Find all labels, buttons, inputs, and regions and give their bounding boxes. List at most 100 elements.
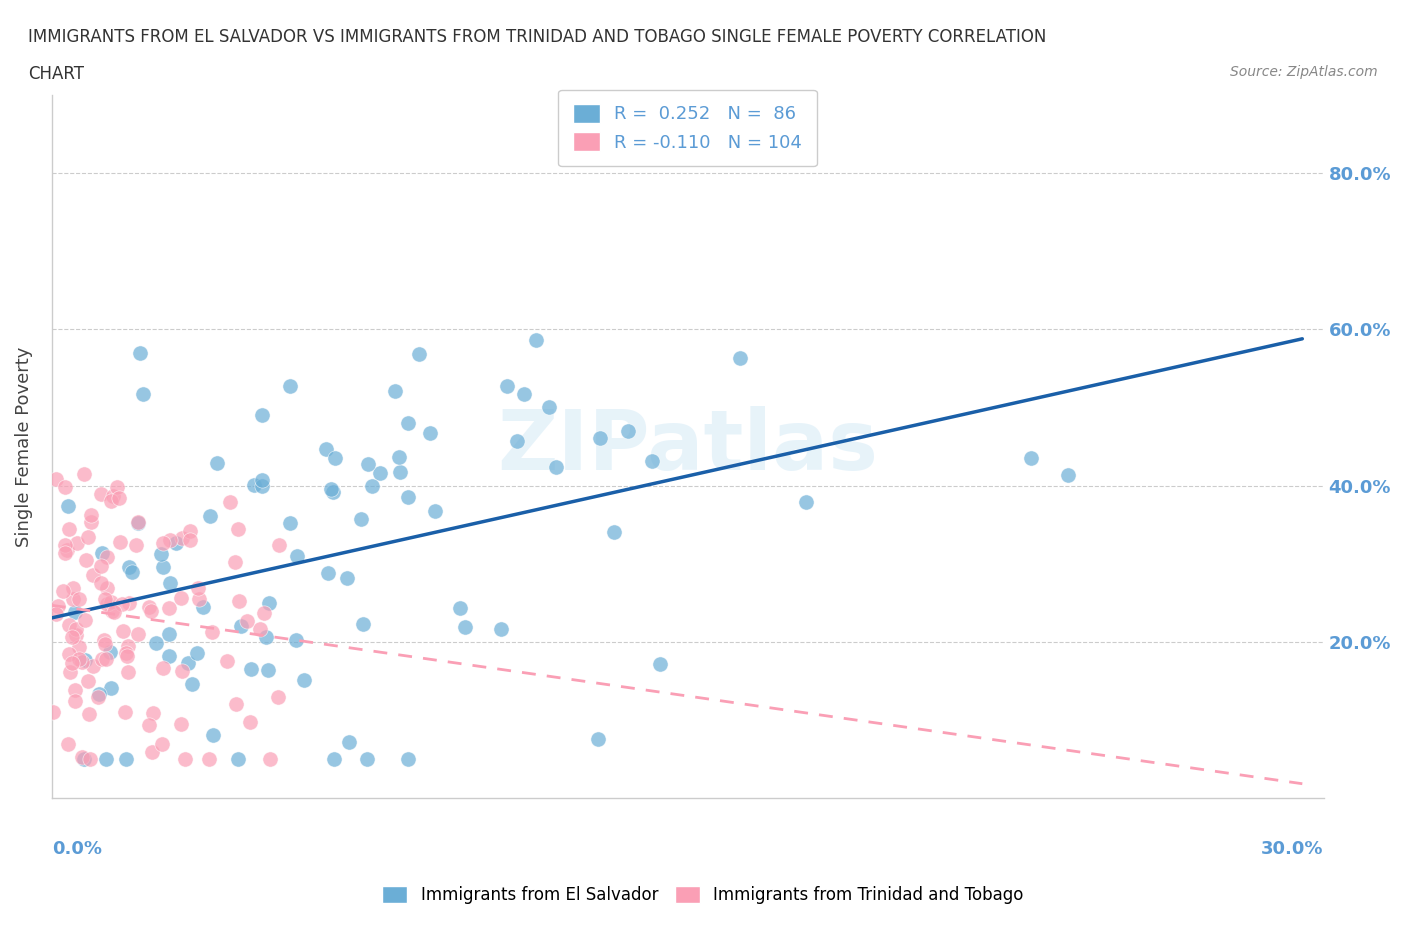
Point [198, 509, 221, 524]
Point [91, 546, 114, 561]
Legend: R =  0.252   N =  86, R = -0.110   N = 104: R = 0.252 N = 86, R = -0.110 N = 104 [558, 89, 817, 166]
Point [728, 351, 751, 365]
Point [278, 379, 301, 393]
Point [60, 630, 83, 644]
Point [641, 453, 664, 468]
Point [112, 623, 135, 638]
Text: Source: ZipAtlas.com: Source: ZipAtlas.com [1230, 65, 1378, 79]
Point [176, 656, 198, 671]
Point [186, 645, 208, 660]
Point [287, 549, 309, 564]
Point [267, 689, 290, 704]
Point [419, 425, 441, 440]
Point [228, 522, 250, 537]
Point [141, 744, 163, 759]
Point [172, 664, 194, 679]
Point [360, 478, 382, 493]
Point [75, 652, 97, 667]
Point [617, 424, 640, 439]
Text: ZIPatlas: ZIPatlas [498, 406, 879, 487]
Point [201, 625, 224, 640]
Point [77, 673, 100, 688]
Point [80, 508, 103, 523]
Point [496, 379, 519, 393]
Point [159, 533, 181, 548]
Point [159, 576, 181, 591]
Point [58, 522, 80, 537]
Point [284, 632, 307, 647]
Point [794, 495, 817, 510]
Point [240, 661, 263, 676]
Point [254, 630, 277, 644]
Point [127, 514, 149, 529]
Point [1019, 450, 1042, 465]
Point [179, 533, 201, 548]
Point [65, 622, 87, 637]
Point [73, 466, 96, 481]
Point [170, 531, 193, 546]
Point [45, 606, 67, 621]
Point [454, 619, 477, 634]
Point [100, 681, 122, 696]
Point [139, 603, 162, 618]
Point [278, 516, 301, 531]
Point [152, 660, 174, 675]
Point [337, 735, 360, 750]
Point [58, 618, 80, 632]
Point [65, 604, 87, 619]
Point [157, 601, 180, 616]
Point [384, 384, 406, 399]
Point [56, 498, 79, 513]
Point [267, 538, 290, 553]
Point [174, 751, 197, 766]
Point [544, 459, 567, 474]
Point [170, 717, 193, 732]
Point [87, 690, 110, 705]
Point [1057, 468, 1080, 483]
Point [157, 627, 180, 642]
Point [249, 621, 271, 636]
Point [425, 503, 447, 518]
Point [100, 494, 122, 509]
Point [239, 715, 262, 730]
Point [114, 751, 136, 766]
Text: IMMIGRANTS FROM EL SALVADOR VS IMMIGRANTS FROM TRINIDAD AND TOBAGO SINGLE FEMALE: IMMIGRANTS FROM EL SALVADOR VS IMMIGRANT… [28, 28, 1046, 46]
Point [253, 605, 276, 620]
Point [96, 596, 118, 611]
Point [356, 751, 378, 766]
Point [219, 495, 242, 510]
Point [352, 616, 374, 631]
Point [96, 550, 118, 565]
Point [67, 651, 90, 666]
Point [243, 477, 266, 492]
Point [79, 707, 101, 722]
Point [62, 656, 84, 671]
Point [58, 737, 80, 751]
Point [225, 697, 247, 711]
Point [108, 491, 131, 506]
Point [252, 407, 274, 422]
Point [259, 751, 281, 766]
Point [292, 672, 315, 687]
Point [396, 751, 419, 766]
Point [408, 347, 430, 362]
Point [165, 536, 187, 551]
Point [157, 648, 180, 663]
Point [94, 591, 117, 606]
Point [315, 442, 337, 457]
Point [89, 686, 111, 701]
Point [103, 604, 125, 619]
Point [524, 332, 547, 347]
Point [53, 546, 76, 561]
Point [67, 640, 90, 655]
Text: CHART: CHART [28, 65, 84, 83]
Point [170, 591, 193, 605]
Point [252, 473, 274, 488]
Point [138, 600, 160, 615]
Point [65, 627, 87, 642]
Point [121, 565, 143, 579]
Point [117, 665, 139, 680]
Point [93, 632, 115, 647]
Point [45, 472, 67, 486]
Point [58, 647, 80, 662]
